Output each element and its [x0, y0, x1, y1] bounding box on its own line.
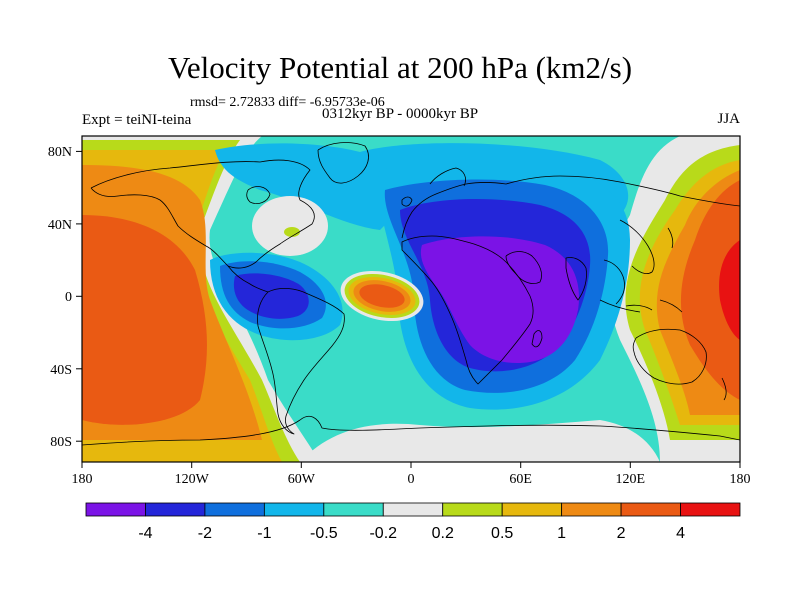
colorbar-label: 0.2	[432, 525, 454, 542]
map-axis-labels: 180 120W 60W 0 60E 120E 180 80N 40N 0 40…	[48, 145, 751, 487]
colorbar-swatch	[620, 502, 681, 517]
colorbar-label: 4	[676, 525, 685, 542]
lat-label: 40S	[50, 363, 72, 378]
colorbar-swatch	[263, 502, 325, 517]
colorbar: -4 -2 -1 -0.5 -0.2 0.2 0.5 1 2 4	[85, 502, 741, 542]
lon-label: 180	[72, 472, 93, 487]
rmsd-diff-label: rmsd= 2.72833 diff= -6.95733e-06	[190, 95, 385, 110]
field-atlantic-oval-4	[359, 284, 405, 308]
map-ticks	[76, 150, 741, 468]
colorbar-swatch	[501, 502, 563, 517]
colorbar-label: -4	[138, 525, 152, 542]
coast-central-america	[227, 265, 269, 293]
field-negative-samerica-core	[233, 273, 309, 319]
period-label: 0312kyr BP - 0000kyr BP	[321, 106, 479, 122]
lon-label: 120W	[175, 472, 210, 487]
coast-africa	[401, 235, 534, 385]
coast-europe	[401, 175, 740, 239]
colorbar-swatch	[145, 502, 206, 517]
coast-east-asia	[619, 219, 655, 274]
coastlines	[82, 142, 740, 446]
lat-label: 40N	[48, 218, 72, 233]
coast-north-america	[90, 159, 315, 269]
map-title: Velocity Potential at 200 hPa (km2/s)	[167, 50, 633, 85]
coast-south-america	[257, 288, 345, 435]
lon-label: 60E	[509, 472, 532, 487]
colorbar-swatch	[680, 502, 741, 517]
field-positive-east-4	[680, 180, 740, 400]
coast-greenland	[317, 142, 369, 184]
season-label: JJA	[717, 111, 740, 127]
colorbar-swatch	[442, 502, 503, 517]
colorbar-swatch	[382, 502, 444, 517]
lon-label: 120E	[616, 472, 646, 487]
lat-label: 80N	[48, 145, 72, 160]
colorbar-swatch	[204, 502, 265, 517]
lat-label: 0	[65, 290, 72, 305]
colorbar-label: 1	[557, 525, 566, 542]
coast-arabia	[505, 251, 542, 284]
coast-madagascar	[531, 330, 543, 348]
lon-label: 60W	[288, 472, 316, 487]
field-positive-west-4	[82, 215, 207, 425]
colorbar-label: -2	[198, 525, 212, 542]
field-green-spot	[284, 227, 300, 237]
field-antarctic-band	[300, 420, 660, 462]
colorbar-label: 2	[617, 525, 626, 542]
field-positive-east-core	[719, 240, 740, 340]
lon-label: 0	[408, 472, 415, 487]
coast-new-zealand	[721, 377, 727, 401]
coast-india	[565, 257, 587, 301]
coast-scandinavia	[429, 167, 466, 187]
colorbar-label: -0.2	[369, 525, 397, 542]
field-negative-africa-core	[420, 236, 580, 364]
experiment-label: Expt = teiNI-teina	[82, 112, 192, 128]
velocity-potential-field	[82, 136, 740, 462]
lon-label: 180	[730, 472, 751, 487]
colorbar-label: -0.5	[310, 525, 338, 542]
coast-southeast-asia	[599, 259, 641, 313]
colorbar-label: -1	[257, 525, 271, 542]
coast-uk	[401, 196, 413, 207]
coast-australia	[632, 328, 707, 385]
colorbar-swatch	[323, 502, 384, 517]
colorbar-swatch	[561, 502, 622, 517]
colorbar-swatch	[85, 502, 146, 517]
coast-hudson-bay	[246, 186, 271, 204]
colorbar-label: 0.5	[491, 525, 513, 542]
coast-antarctica	[82, 415, 740, 446]
lat-label: 80S	[50, 435, 72, 450]
coast-japan	[667, 227, 674, 249]
coast-indonesia	[625, 299, 683, 313]
field-white-gyre	[252, 196, 328, 256]
